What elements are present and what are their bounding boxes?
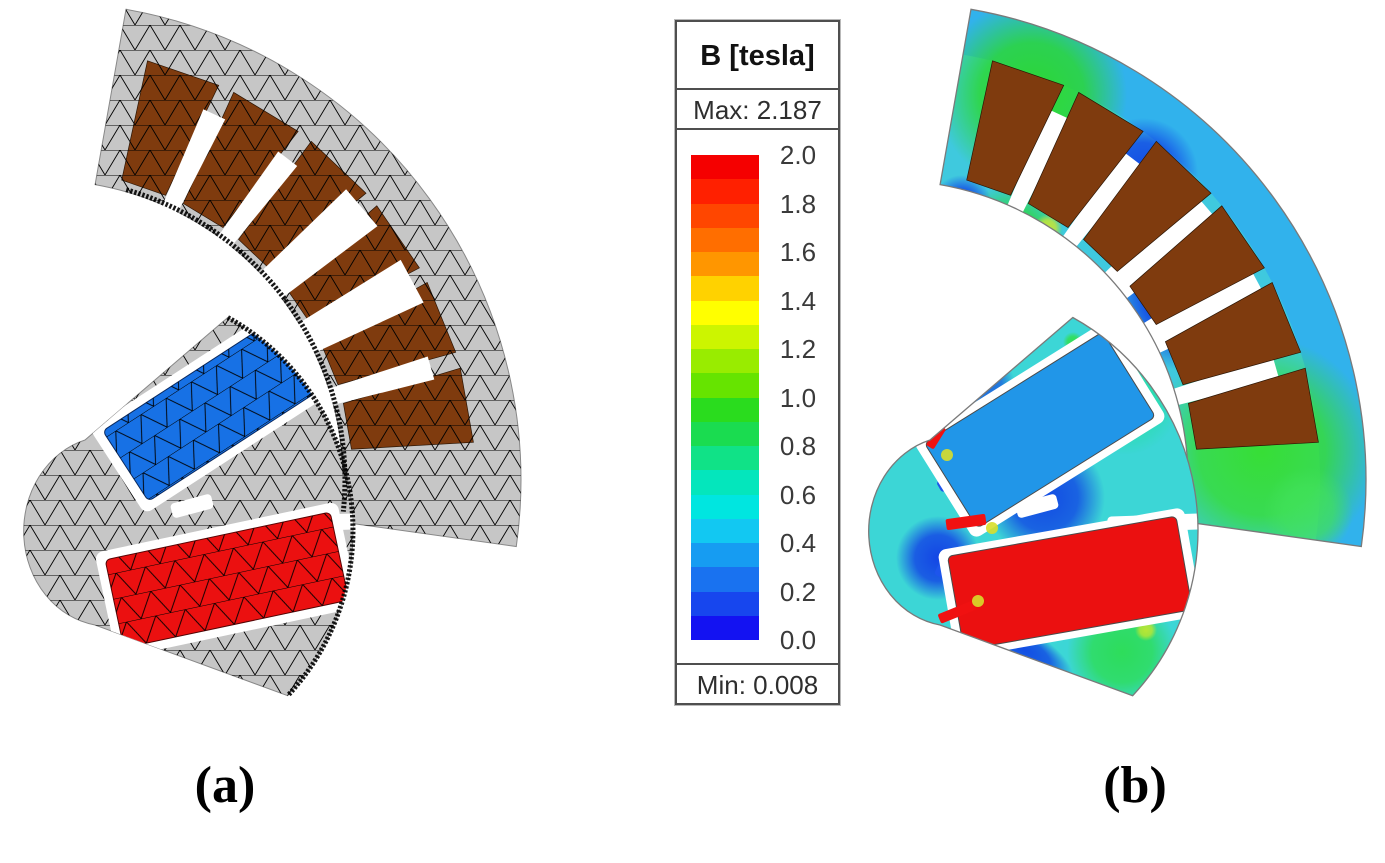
colorbar-tick-label: 0.6 bbox=[779, 479, 817, 510]
colorbar-band bbox=[691, 470, 759, 495]
colorbar-band bbox=[691, 494, 759, 519]
colorbar-band bbox=[691, 397, 759, 422]
colorbar-band bbox=[691, 591, 759, 616]
colorbar-tick-label: 1.0 bbox=[779, 382, 817, 413]
slot-opening-channel bbox=[161, 109, 226, 216]
rotor-details bbox=[92, 317, 353, 658]
colorbar-band bbox=[691, 227, 759, 252]
colorbar-band bbox=[691, 373, 759, 398]
slot-opening-channel bbox=[1060, 151, 1143, 250]
stator-coil-slot bbox=[1083, 140, 1212, 272]
slot-opening-channel bbox=[1137, 259, 1269, 357]
colorbar-band bbox=[691, 543, 759, 568]
colorbar-band bbox=[691, 203, 759, 228]
legend-max-value: Max: 2.187 bbox=[677, 90, 838, 130]
bridge-warm-spot bbox=[986, 522, 998, 534]
legend-title: B [tesla] bbox=[677, 22, 838, 90]
colorbar-tick-label: 0.0 bbox=[779, 625, 817, 655]
colorbar-tick-label: 2.0 bbox=[779, 140, 817, 170]
colorbar-tick-label: 0.8 bbox=[779, 431, 817, 461]
legend-min-value: Min: 0.008 bbox=[677, 663, 838, 703]
colorbar-tick-labels: 2.0 1.8 1.6 1.4 1.2 1.0 0.8 0.6 0.4 0.2 0.0 bbox=[761, 140, 835, 655]
colorbar-band bbox=[691, 179, 759, 204]
subfigure-label-b: (b) bbox=[1103, 757, 1167, 814]
colorbar-tick-label: 0.2 bbox=[779, 576, 817, 607]
bridge-warm-spot bbox=[972, 595, 984, 607]
slot-opening-channel bbox=[1170, 356, 1280, 406]
colorbar-band bbox=[691, 615, 759, 640]
field-blob bbox=[1263, 467, 1353, 547]
colorbar-tick-label: 1.8 bbox=[779, 188, 817, 219]
magnet-red bbox=[947, 516, 1193, 650]
stator-coil-slot bbox=[1027, 91, 1144, 229]
slot-opening-channel bbox=[254, 189, 378, 304]
colorbar-tick-label: 1.6 bbox=[779, 237, 817, 267]
colorbar-band bbox=[691, 446, 759, 471]
slot-opening-channel bbox=[325, 356, 435, 406]
magnet-blue-mesh-overlay bbox=[104, 320, 320, 500]
slot-opening-channel bbox=[292, 259, 424, 357]
subfigure-label-a: (a) bbox=[194, 757, 256, 814]
rotor-outline bbox=[868, 316, 1199, 697]
stator-outline bbox=[939, 8, 1367, 548]
dense-mesh-band-rotor bbox=[226, 315, 356, 698]
magnet-blue bbox=[925, 333, 1155, 527]
stator-coil-slot bbox=[1188, 367, 1319, 450]
colorbar-tick-label: 1.4 bbox=[779, 285, 817, 316]
colorbar-band bbox=[691, 300, 759, 325]
rotor-field bbox=[868, 317, 1198, 696]
colorbar-legend: B [tesla] Max: 2.187 2.0 1.8 1.6 1.4 1.2 1.0 0… bbox=[674, 19, 841, 706]
rotor-flux-barrier bbox=[170, 494, 214, 518]
rotor-flux-barrier bbox=[1015, 494, 1059, 518]
colorbar-band bbox=[691, 252, 759, 277]
bridge-hot-spot bbox=[938, 600, 976, 624]
panel-b-field-plot bbox=[868, 8, 1367, 697]
slot-opening-channel bbox=[1006, 109, 1071, 216]
colorbar bbox=[691, 155, 759, 640]
colorbar-tick-label: 1.2 bbox=[779, 334, 817, 364]
colorbar-tick-label: 0.4 bbox=[779, 528, 817, 558]
bridge-warm-spot bbox=[941, 449, 953, 461]
magnet-red-mesh-overlay bbox=[106, 513, 348, 647]
colorbar-band bbox=[691, 421, 759, 446]
colorbar-band bbox=[691, 349, 759, 374]
stator-coil-slot bbox=[1129, 205, 1265, 325]
slot-opening-channel bbox=[215, 151, 298, 250]
colorbar-band bbox=[691, 324, 759, 349]
slot-opening-channel bbox=[1099, 189, 1223, 304]
stator-coil-slot bbox=[1164, 282, 1302, 386]
colorbar-band bbox=[691, 155, 759, 180]
colorbar-band bbox=[691, 518, 759, 543]
stator-coil-slot bbox=[966, 60, 1065, 196]
colorbar-band bbox=[691, 276, 759, 301]
colorbar-band bbox=[691, 567, 759, 592]
panel-a-mesh-plot bbox=[23, 8, 522, 698]
bridge-hot-spot bbox=[945, 514, 987, 530]
dense-mesh-band-stator bbox=[125, 187, 348, 512]
